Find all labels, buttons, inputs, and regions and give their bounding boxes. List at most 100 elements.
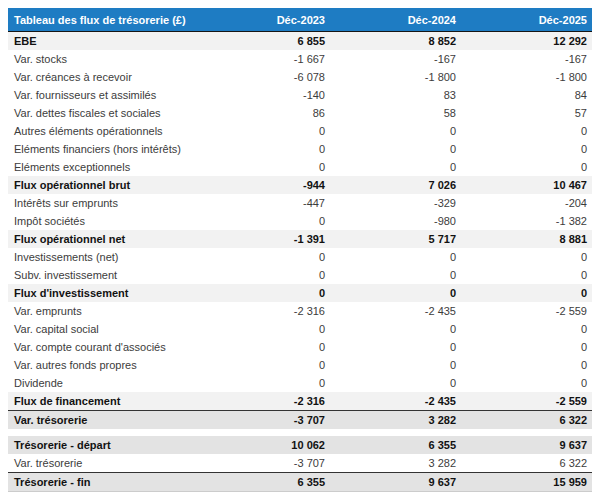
- table-row: Var. compte courant d'associés000: [8, 338, 592, 356]
- table-row: Eléments financiers (hors intérêts)000: [8, 140, 592, 158]
- cell-value: -3 707: [199, 454, 330, 473]
- row-label: Flux d'investissement: [8, 284, 199, 302]
- cell-value: 15 959: [461, 473, 592, 492]
- column-header-dec-2025: Déc-2025: [461, 8, 592, 32]
- table-row: Subv. investissement000: [8, 266, 592, 284]
- column-header-dec-2023: Déc-2023: [199, 8, 330, 32]
- cell-value: 0: [199, 266, 330, 284]
- table-header-row: Tableau des flux de trésorerie (£) Déc-2…: [8, 8, 592, 32]
- cell-value: 58: [330, 104, 461, 122]
- table-row: Var. dettes fiscales et sociales865857: [8, 104, 592, 122]
- cell-value: 0: [330, 374, 461, 392]
- row-label: Eléments exceptionnels: [8, 158, 199, 176]
- cell-value: 0: [461, 284, 592, 302]
- cell-value: -6 078: [199, 68, 330, 86]
- cell-value: 9 637: [461, 436, 592, 454]
- table-row: Var. trésorerie-3 7073 2826 322: [8, 411, 592, 430]
- row-label: Var. capital social: [8, 320, 199, 338]
- row-label: Autres éléments opérationnels: [8, 122, 199, 140]
- row-label: Var. trésorerie: [8, 411, 199, 430]
- table-row: EBE6 8558 85212 292: [8, 32, 592, 51]
- cell-value: 8 881: [461, 230, 592, 248]
- row-label: Var. emprunts: [8, 302, 199, 320]
- table-row: Trésorerie - fin6 3559 63715 959: [8, 473, 592, 492]
- table-row: Var. stocks-1 667-167-167: [8, 50, 592, 68]
- cell-value: 3 282: [330, 454, 461, 473]
- spacer-cell: [8, 429, 592, 436]
- cell-value: 0: [199, 356, 330, 374]
- cash-flow-table-grid: Tableau des flux de trésorerie (£) Déc-2…: [8, 8, 592, 492]
- cell-value: 0: [199, 140, 330, 158]
- row-label: Var. fournisseurs et assimilés: [8, 86, 199, 104]
- cell-value: -2 316: [199, 392, 330, 411]
- row-label: Flux opérationnel net: [8, 230, 199, 248]
- table-row: Trésorerie - départ10 0626 3559 637: [8, 436, 592, 454]
- table-row: Flux de financement-2 316-2 435-2 559: [8, 392, 592, 411]
- table-row: Var. emprunts-2 316-2 435-2 559: [8, 302, 592, 320]
- row-label: Var. dettes fiscales et sociales: [8, 104, 199, 122]
- cell-value: 0: [330, 266, 461, 284]
- row-label: Dividende: [8, 374, 199, 392]
- cell-value: 0: [330, 356, 461, 374]
- cell-value: -3 707: [199, 411, 330, 430]
- cell-value: 83: [330, 86, 461, 104]
- cell-value: -2 559: [461, 392, 592, 411]
- row-label: EBE: [8, 32, 199, 51]
- table-body: EBE6 8558 85212 292Var. stocks-1 667-167…: [8, 32, 592, 492]
- row-label: Var. autres fonds propres: [8, 356, 199, 374]
- cell-value: 84: [461, 86, 592, 104]
- cell-value: 0: [330, 140, 461, 158]
- cell-value: 12 292: [461, 32, 592, 51]
- cell-value: 3 282: [330, 411, 461, 430]
- table-row: Intérêts sur emprunts-447-329-204: [8, 194, 592, 212]
- table-row: Flux opérationnel brut-9447 02610 467: [8, 176, 592, 194]
- row-label: Impôt sociétés: [8, 212, 199, 230]
- row-label: Intérêts sur emprunts: [8, 194, 199, 212]
- cell-value: 7 026: [330, 176, 461, 194]
- cell-value: 0: [330, 338, 461, 356]
- cell-value: 0: [199, 284, 330, 302]
- cell-value: 0: [330, 320, 461, 338]
- cell-value: 9 637: [330, 473, 461, 492]
- cell-value: 0: [461, 158, 592, 176]
- row-label: Trésorerie - départ: [8, 436, 199, 454]
- cell-value: -329: [330, 194, 461, 212]
- cell-value: -2 435: [330, 392, 461, 411]
- cell-value: 0: [199, 374, 330, 392]
- cell-value: 6 322: [461, 454, 592, 473]
- table-row: Var. trésorerie-3 7073 2826 322: [8, 454, 592, 473]
- cell-value: 0: [461, 338, 592, 356]
- cell-value: 6 322: [461, 411, 592, 430]
- cell-value: 0: [330, 158, 461, 176]
- cell-value: -1 800: [461, 68, 592, 86]
- cell-value: -1 382: [461, 212, 592, 230]
- cell-value: 0: [461, 266, 592, 284]
- table-row: Eléments exceptionnels000: [8, 158, 592, 176]
- row-label: Flux opérationnel brut: [8, 176, 199, 194]
- row-label: Subv. investissement: [8, 266, 199, 284]
- table-row: Flux opérationnel net-1 3915 7178 881: [8, 230, 592, 248]
- table-row: Impôt sociétés0-980-1 382: [8, 212, 592, 230]
- row-label: Eléments financiers (hors intérêts): [8, 140, 199, 158]
- cell-value: 5 717: [330, 230, 461, 248]
- cell-value: -167: [461, 50, 592, 68]
- cell-value: 0: [461, 140, 592, 158]
- cell-value: 0: [330, 122, 461, 140]
- cell-value: -2 316: [199, 302, 330, 320]
- table-title: Tableau des flux de trésorerie (£): [8, 8, 199, 32]
- cell-value: -1 391: [199, 230, 330, 248]
- cell-value: 0: [461, 374, 592, 392]
- cell-value: 10 062: [199, 436, 330, 454]
- spacer-row: [8, 429, 592, 436]
- cell-value: -980: [330, 212, 461, 230]
- cell-value: 0: [461, 122, 592, 140]
- cell-value: 0: [461, 356, 592, 374]
- row-label: Var. trésorerie: [8, 454, 199, 473]
- table-row: Var. créances à recevoir-6 078-1 800-1 8…: [8, 68, 592, 86]
- cell-value: 0: [199, 122, 330, 140]
- cell-value: 6 355: [199, 473, 330, 492]
- cell-value: -447: [199, 194, 330, 212]
- cell-value: 0: [199, 158, 330, 176]
- cell-value: -2 435: [330, 302, 461, 320]
- row-label: Var. stocks: [8, 50, 199, 68]
